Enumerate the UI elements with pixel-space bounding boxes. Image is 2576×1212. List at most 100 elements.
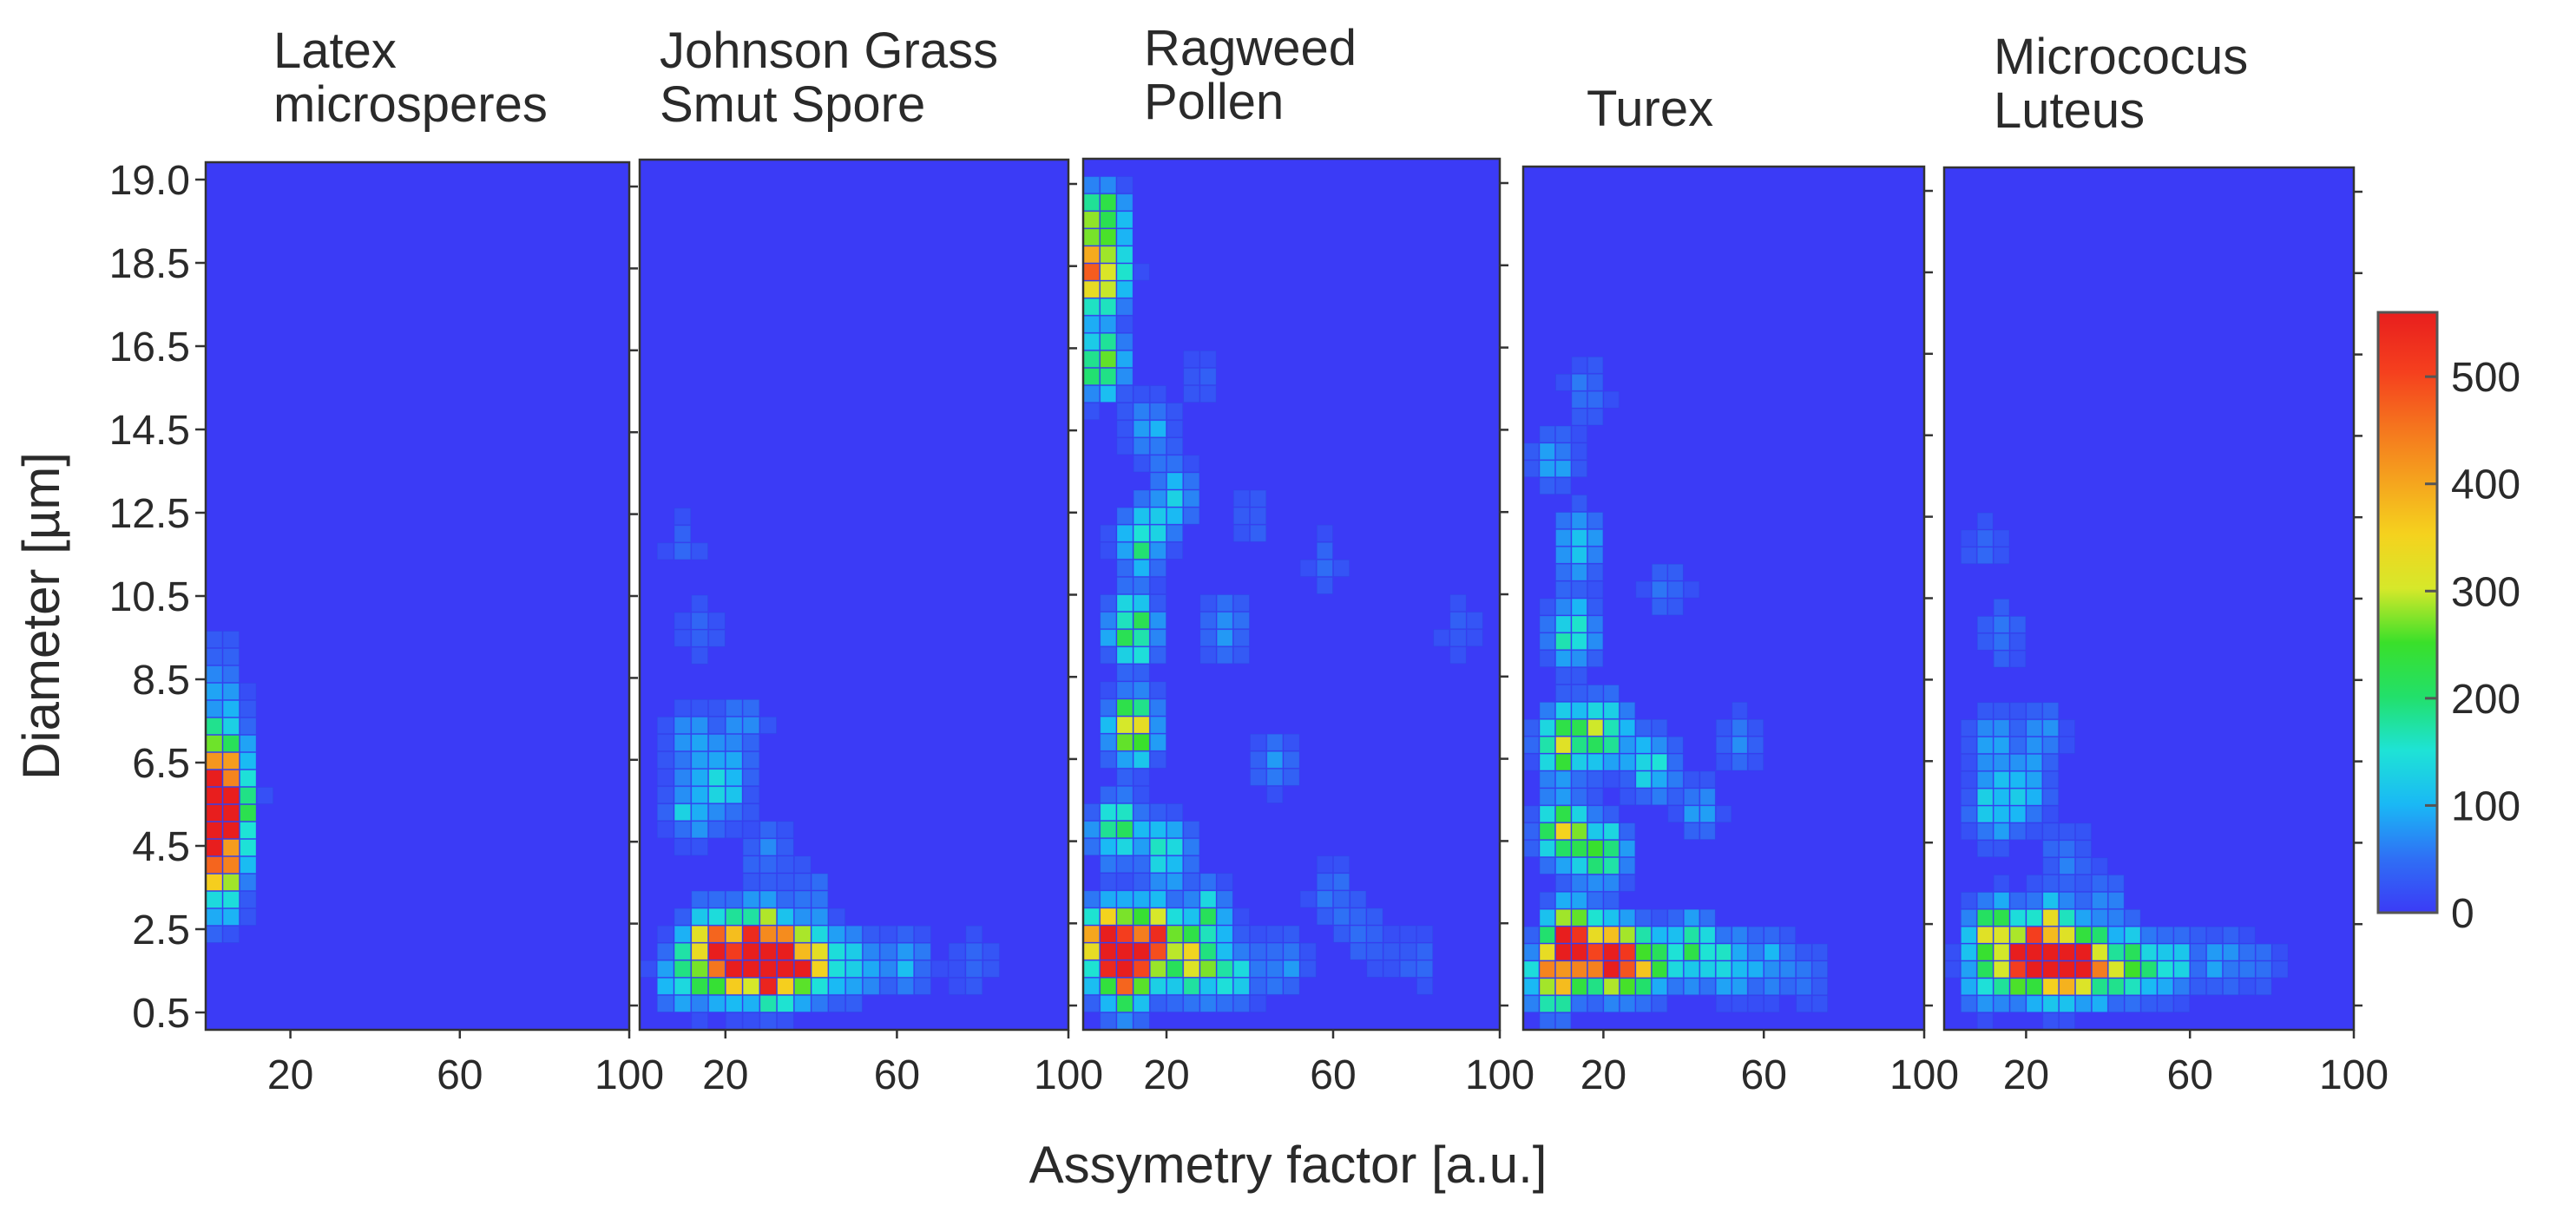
heatmap-cell xyxy=(1116,890,1134,908)
heatmap-cell xyxy=(726,821,743,839)
heatmap-cell xyxy=(1100,385,1117,403)
heatmap-cell xyxy=(1539,908,1555,927)
heatmap-cell xyxy=(708,786,726,804)
heatmap-cell xyxy=(674,629,692,647)
heatmap-cell xyxy=(240,787,257,804)
heatmap-cell xyxy=(1620,995,1636,1012)
heatmap-cell xyxy=(1083,315,1100,333)
heatmap-cell xyxy=(2092,943,2108,961)
heatmap-cell xyxy=(1523,736,1540,754)
heatmap-cell xyxy=(794,855,812,874)
heatmap-cell xyxy=(742,925,760,943)
heatmap-cell xyxy=(1764,943,1780,961)
heatmap-cell xyxy=(1652,598,1668,616)
x-tick-label: 60 xyxy=(1741,1052,1787,1098)
heatmap-panel: 20 60 100 Ragweed Pollen xyxy=(1081,20,1534,1098)
heatmap-cell xyxy=(1100,524,1117,542)
heatmap-cell xyxy=(1993,840,2010,857)
heatmap-cell xyxy=(2042,960,2059,979)
heatmap-cell xyxy=(1603,995,1620,1012)
heatmap-cell xyxy=(1133,681,1150,699)
heatmap-cell xyxy=(726,960,743,978)
heatmap-cell xyxy=(1366,925,1383,943)
heatmap-cell xyxy=(1317,890,1333,908)
heatmap-cell xyxy=(1133,907,1150,926)
heatmap-cell xyxy=(2092,857,2108,875)
heatmap-cell xyxy=(1183,350,1200,368)
heatmap-cell xyxy=(2223,960,2239,979)
heatmap-cell xyxy=(863,978,880,995)
heatmap-cell xyxy=(2026,960,2043,979)
heatmap-cell xyxy=(1587,719,1604,737)
heatmap-cell xyxy=(1166,977,1183,995)
heatmap-cell xyxy=(1183,821,1200,838)
heatmap-cell xyxy=(1116,246,1134,264)
heatmap-cell xyxy=(1333,890,1350,908)
heatmap-cell xyxy=(1976,754,1994,771)
heatmap-cell xyxy=(1620,770,1636,789)
heatmap-cell xyxy=(811,960,829,978)
heatmap-cell xyxy=(656,542,674,560)
heatmap-cell xyxy=(1993,995,2010,1012)
heatmap-cell xyxy=(1100,1012,1117,1030)
heatmap-cell xyxy=(742,960,760,978)
heatmap-cell xyxy=(2092,909,2108,927)
heatmap-cell xyxy=(1299,942,1317,960)
y-tick-label: 8.5 xyxy=(132,658,190,704)
heatmap-cell xyxy=(759,821,777,839)
heatmap-cell xyxy=(240,908,257,926)
heatmap-cell xyxy=(845,995,863,1012)
heatmap-cell xyxy=(1961,737,1977,754)
heatmap-cell xyxy=(1216,907,1233,926)
heatmap-cell xyxy=(222,822,240,839)
heatmap-cell xyxy=(1166,855,1183,874)
heatmap-cell xyxy=(2042,909,2059,927)
heatmap-cell xyxy=(222,804,240,822)
heatmap-cell xyxy=(1183,489,1200,508)
heatmap-cell xyxy=(1199,612,1217,629)
heatmap-cell xyxy=(1993,926,2010,944)
heatmap-cell xyxy=(1100,733,1117,751)
heatmap-cell xyxy=(1539,770,1555,789)
heatmap-cell xyxy=(777,942,794,960)
heatmap-cell xyxy=(1166,507,1183,525)
heatmap-cell xyxy=(1100,298,1117,316)
heatmap-cell xyxy=(1150,541,1166,560)
heatmap-cell xyxy=(742,734,760,751)
heatmap-cell xyxy=(2157,978,2174,996)
heatmap-cell xyxy=(1555,442,1572,461)
heatmap-cell xyxy=(2059,840,2075,857)
panel-title: Ragweed Pollen xyxy=(1144,20,1357,130)
heatmap-cell xyxy=(2026,702,2043,719)
heatmap-cell xyxy=(222,770,240,787)
heatmap-cell xyxy=(2042,805,2059,823)
heatmap-cell xyxy=(674,942,692,960)
panel-title-line: Micrococus xyxy=(1994,29,2248,85)
heatmap-cell xyxy=(1083,332,1100,350)
heatmap-cell xyxy=(879,978,897,995)
heatmap-cell xyxy=(1747,736,1764,754)
heatmap-cell xyxy=(2206,943,2223,961)
heatmap-cell xyxy=(1366,960,1383,978)
heatmap-cell xyxy=(2190,926,2206,944)
heatmap-cell xyxy=(1587,840,1604,857)
heatmap-cell xyxy=(1993,960,2010,979)
heatmap-cell xyxy=(1571,805,1587,823)
heatmap-cell xyxy=(1667,908,1684,927)
heatmap-cell xyxy=(1133,1012,1150,1030)
heatmap-cell xyxy=(222,839,240,856)
heatmap-cell xyxy=(1133,420,1150,438)
heatmap-cell xyxy=(1150,560,1166,577)
heatmap-cell xyxy=(726,717,743,734)
heatmap-cell xyxy=(2059,822,2075,841)
heatmap-cell xyxy=(742,699,760,717)
heatmap-cell xyxy=(1555,943,1572,961)
heatmap-cell xyxy=(1715,805,1732,823)
heatmap-cell xyxy=(1976,771,1994,789)
heatmap-cell xyxy=(1116,821,1134,838)
heatmap-cell xyxy=(2223,926,2239,944)
heatmap-cell xyxy=(1100,176,1117,193)
heatmap-cell xyxy=(674,907,692,926)
heatmap-cell xyxy=(1571,875,1587,892)
heatmap-cell xyxy=(1100,594,1117,612)
